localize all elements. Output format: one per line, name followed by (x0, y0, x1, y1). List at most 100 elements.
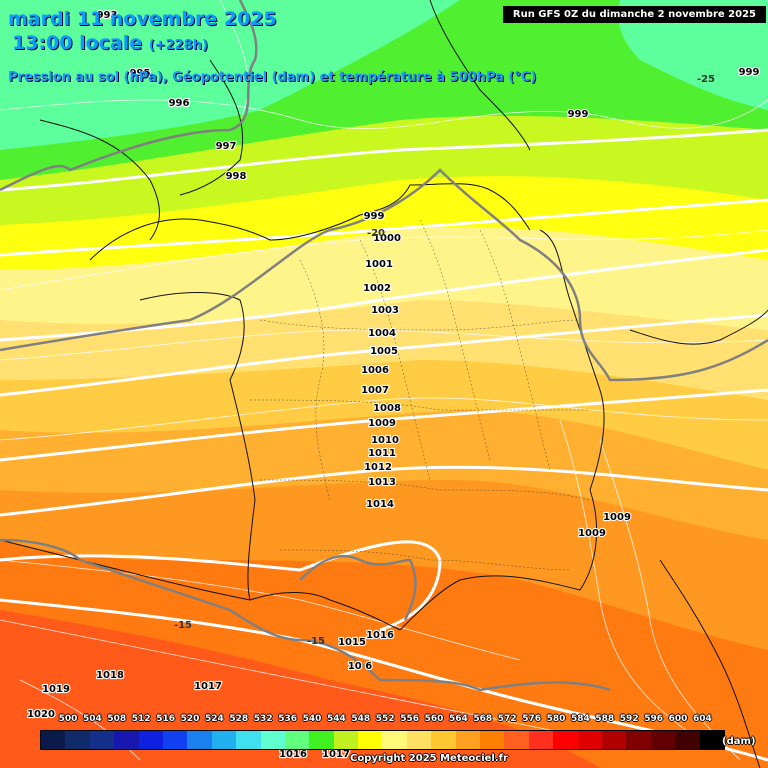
legend-tick-label: 544 (326, 714, 346, 724)
forecast-date: mardi 11 novembre 2025 (8, 8, 277, 30)
pressure-label: 1009 (603, 512, 631, 523)
legend-swatch (138, 731, 163, 749)
legend-swatch (358, 731, 383, 749)
legend-swatch (675, 731, 700, 749)
isotherms (0, 0, 768, 692)
legend-swatch (528, 731, 554, 749)
temperature-label: -20 (367, 228, 385, 239)
pressure-label: 998 (226, 171, 247, 182)
legend-tick-label: 560 (424, 714, 444, 724)
band-576 (0, 610, 600, 768)
legend-swatch (455, 731, 481, 749)
pressure-label: 995 (130, 68, 151, 79)
legend-swatch (480, 731, 505, 749)
legend-tick-label: 540 (302, 714, 322, 724)
legend-swatch (650, 731, 676, 749)
legend-swatch (89, 731, 115, 749)
band-536 (0, 0, 460, 150)
pressure-label: 1001 (365, 259, 393, 270)
legend-tick-label: 500 (58, 714, 78, 724)
pressure-label: 996 (169, 98, 190, 109)
pressure-label: 1019 (42, 684, 70, 695)
legend-tick-label: 584 (570, 714, 590, 724)
pressure-label: 1013 (368, 477, 396, 488)
legend-swatch (553, 731, 578, 749)
legend-swatch (699, 731, 724, 749)
legend-tick-label: 504 (82, 714, 102, 724)
pressure-label: 1011 (368, 448, 396, 459)
pressure-label: 1008 (373, 403, 401, 414)
pressure-label: 1002 (363, 283, 391, 294)
legend-swatch (114, 731, 139, 749)
legend-tick-label: 520 (180, 714, 200, 724)
pressure-label: 997 (216, 141, 237, 152)
pressure-label: 1000 (373, 233, 401, 244)
pressure-label: 1015 (338, 637, 366, 648)
legend-swatch (260, 731, 285, 749)
legend-swatch (284, 731, 310, 749)
legend-tick-label: 556 (400, 714, 419, 724)
pressure-label: 1009 (578, 528, 606, 539)
legend-swatch (601, 731, 627, 749)
legend-tick-label: 568 (473, 714, 493, 724)
pressure-label: 1009 (368, 418, 396, 429)
pressure-label: 1005 (370, 346, 398, 357)
forecast-time-text: 13:00 locale (12, 32, 143, 54)
legend-tick-label: 508 (107, 714, 127, 724)
temperature-labels: -25 -20 -15 -15 (174, 74, 715, 647)
forecast-time: 13:00 locale (+228h) (12, 32, 208, 54)
pressure-labels: 993 995 996 997 998 999 999 999 1000 100… (26, 9, 761, 761)
pressure-label: 1017 (194, 681, 222, 692)
pressure-label: 999 (568, 109, 589, 120)
legend-tick-label: 536 (278, 714, 297, 724)
run-info: Run GFS 0Z du dimanche 2 novembre 2025 (502, 6, 766, 23)
color-legend (40, 730, 725, 750)
band-536-ne (618, 0, 768, 110)
legend-unit: (dam) (722, 736, 756, 747)
legend-swatch (65, 731, 90, 749)
legend-swatch (382, 731, 407, 749)
legend-tick-label: 512 (131, 714, 151, 724)
legend-tick-label: 524 (204, 714, 224, 724)
legend-swatch (333, 731, 359, 749)
pressure-label: 1010 (371, 435, 399, 446)
temperature-label: -25 (697, 74, 715, 85)
legend-tick-label: 596 (644, 714, 663, 724)
copyright: Copyright 2025 Meteociel.fr (350, 753, 508, 764)
legend-tick-label: 552 (375, 714, 395, 724)
lead-time: (+228h) (148, 38, 208, 53)
pressure-label: 1007 (361, 385, 389, 396)
legend-swatch (504, 731, 529, 749)
legend-tick-label: 604 (692, 714, 712, 724)
temperature-label: -15 (307, 636, 325, 647)
legend-tick-label: 592 (619, 714, 639, 724)
legend-swatch (406, 731, 432, 749)
pressure-label: 1014 (366, 499, 394, 510)
legend-swatch (41, 731, 66, 749)
temperature-label: -15 (174, 620, 192, 631)
pressure-label: 1003 (371, 305, 399, 316)
legend-swatch (626, 731, 651, 749)
pressure-label: 1012 (364, 462, 392, 473)
legend-tick-label: 548 (351, 714, 371, 724)
pressure-label: 999 (364, 211, 385, 222)
legend-tick-label: 588 (595, 714, 615, 724)
department-borders (249, 219, 591, 571)
pressure-label: 1016 (279, 749, 307, 760)
pressure-label: 1020 (27, 709, 55, 720)
pressure-label: 1018 (96, 670, 124, 681)
pressure-label: 1016 (366, 630, 394, 641)
pressure-label: 993 (97, 10, 118, 21)
legend-tick-label: 516 (156, 714, 175, 724)
legend-swatch (187, 731, 212, 749)
legend-tick-label: 528 (229, 714, 249, 724)
pressure-label: 1017 (322, 749, 350, 760)
legend-swatch (309, 731, 334, 749)
legend-swatch (211, 731, 237, 749)
legend-tick-label: 532 (253, 714, 273, 724)
legend-swatch (236, 731, 261, 749)
pressure-label: 10 6 (348, 661, 372, 672)
pressure-label: 999 (739, 67, 760, 78)
